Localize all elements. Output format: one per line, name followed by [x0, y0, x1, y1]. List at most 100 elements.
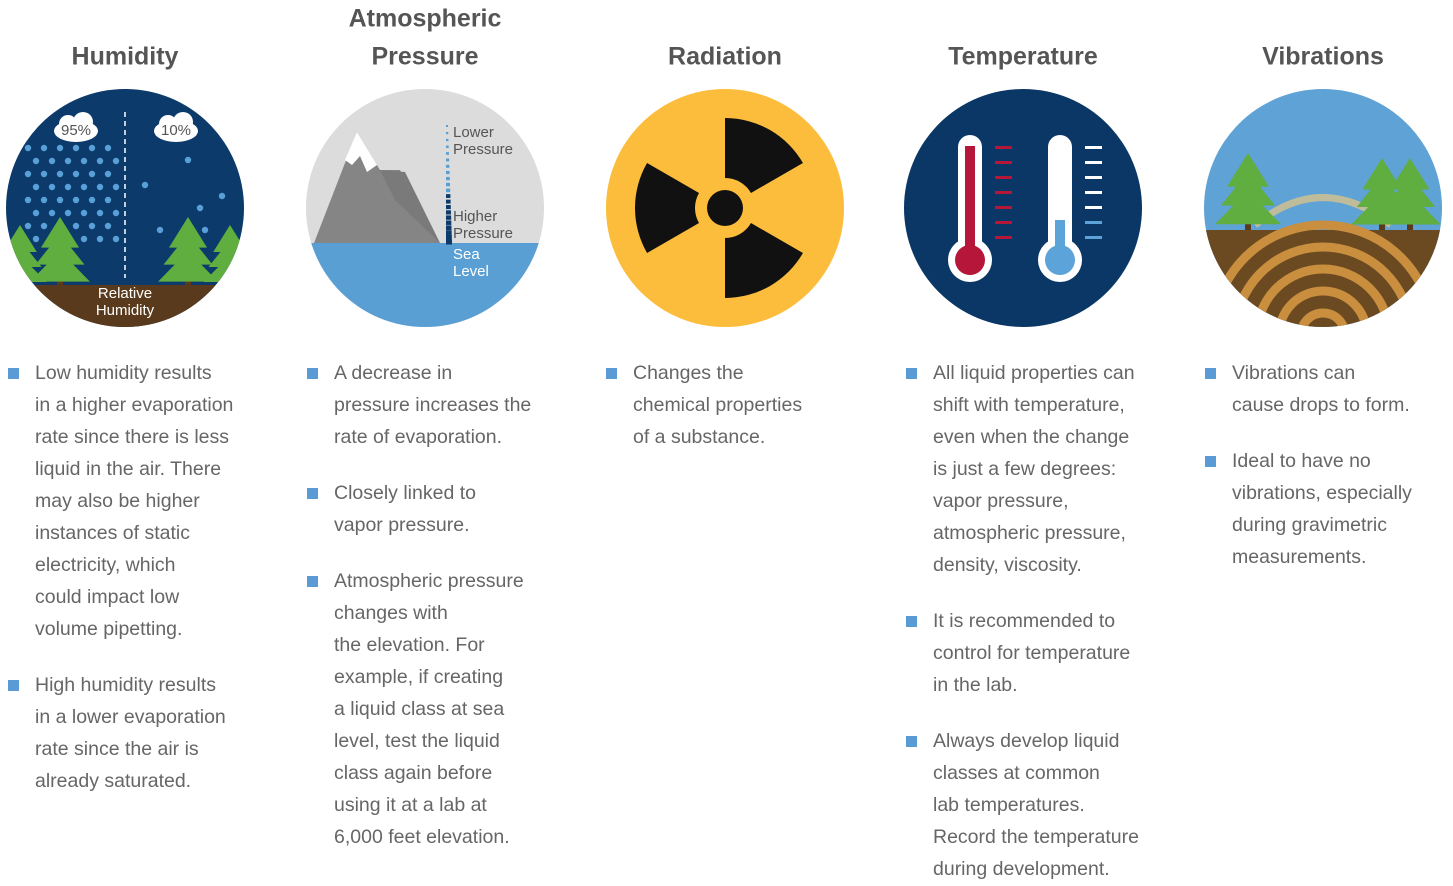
column-title: Humidity — [72, 43, 179, 71]
bullet-text: density, viscosity. — [933, 554, 1082, 576]
thermo-tick — [995, 191, 1012, 194]
water-drop — [65, 184, 71, 190]
water-drop — [49, 210, 55, 216]
bullet-text: level, test the liquid — [334, 730, 500, 752]
thermo-tick — [1085, 161, 1102, 164]
bullet-text: chemical properties — [633, 394, 802, 416]
scale-tick — [446, 225, 451, 230]
water-drop — [97, 158, 103, 164]
bullet-text: cause drops to form. — [1232, 394, 1410, 416]
water-drop — [197, 205, 203, 211]
scale-tick — [446, 125, 448, 127]
thermo-tick — [995, 176, 1012, 179]
water-drop — [202, 227, 208, 233]
bullet-text: a liquid class at sea — [334, 698, 504, 720]
bullet-text: in the lab. — [933, 674, 1018, 696]
bullet — [906, 368, 917, 379]
scale-tick — [446, 139, 448, 141]
scale-tick — [446, 235, 452, 240]
bullet-text: Atmospheric pressure — [334, 570, 524, 592]
bullet — [1205, 368, 1216, 379]
radiation-icon — [606, 89, 844, 327]
scale-tick — [446, 210, 451, 214]
thermo-tick — [995, 146, 1012, 149]
bullet-text: rate of evaporation. — [334, 426, 502, 448]
scale-tick — [446, 152, 449, 155]
water-drop — [49, 184, 55, 190]
water-drop — [219, 193, 225, 199]
water-drop — [25, 197, 31, 203]
bullet — [606, 368, 617, 379]
water-drop — [89, 145, 95, 151]
bullet-text: vapor pressure. — [334, 514, 469, 536]
scale-tick — [446, 165, 449, 168]
scale-tick — [446, 189, 450, 193]
water-drop — [65, 158, 71, 164]
water-drop — [33, 184, 39, 190]
bullet — [307, 488, 318, 499]
water-drop — [73, 171, 79, 177]
thermo-tick — [1085, 236, 1102, 239]
water-drop — [57, 197, 63, 203]
bullet — [307, 576, 318, 587]
column-title: Vibrations — [1262, 43, 1384, 71]
water-drop — [49, 158, 55, 164]
scale-tick — [446, 146, 449, 149]
thermo-tick — [1085, 191, 1102, 194]
tree-trunk — [227, 275, 233, 287]
water-drop — [105, 223, 111, 229]
pressure-icon — [300, 80, 560, 343]
thermo-tick — [995, 206, 1012, 209]
column-title: Pressure — [371, 43, 478, 71]
bullet-text: is just a few degrees: — [933, 458, 1116, 480]
bullet-text: of a substance. — [633, 426, 765, 448]
water-drop — [89, 197, 95, 203]
bullet-text: Vibrations can — [1232, 362, 1355, 384]
bullet-text: Low humidity results — [35, 362, 212, 384]
bullet-text: A decrease in — [334, 362, 452, 384]
water-drop — [157, 227, 163, 233]
scale-tick — [446, 194, 450, 198]
water-drop — [41, 223, 47, 229]
water-drop — [33, 210, 39, 216]
thermo-tick — [1085, 221, 1102, 224]
water-drop — [41, 197, 47, 203]
scale-tick — [446, 132, 448, 134]
bullet-text: changes with — [334, 602, 448, 624]
bullet-text: even when the change — [933, 426, 1129, 448]
sea-label: Level — [453, 263, 489, 280]
bullet — [8, 680, 19, 691]
bullet-text: measurements. — [1232, 546, 1366, 568]
infographic: 95% 10% Relative Humidity Lower Pressure… — [0, 0, 1453, 881]
ground-label: Humidity — [96, 302, 155, 319]
thermo-tick — [995, 161, 1012, 164]
bullet-text: pressure increases the — [334, 394, 531, 416]
thermo-tick — [1085, 176, 1102, 179]
bullet-text: Record the temperature — [933, 826, 1139, 848]
scale-tick — [446, 177, 450, 180]
scale-label: Pressure — [453, 225, 513, 242]
water-drop — [113, 210, 119, 216]
bullet-text: using it at a lab at — [334, 794, 487, 816]
water-drop — [33, 236, 39, 242]
water-drop — [81, 184, 87, 190]
water-drop — [97, 236, 103, 242]
scale-tick — [446, 159, 449, 162]
water-drop — [33, 158, 39, 164]
bullet — [8, 368, 19, 379]
scale-tick — [446, 183, 450, 187]
water-drop — [142, 182, 148, 188]
temperature-icon — [904, 89, 1142, 327]
cloud-label: 10% — [161, 122, 191, 139]
water-drop — [81, 210, 87, 216]
column-title: Temperature — [948, 43, 1098, 71]
bullet-text: classes at common — [933, 762, 1100, 784]
bullet-text: may also be higher — [35, 490, 200, 512]
water-drop — [97, 210, 103, 216]
water-drop — [73, 145, 79, 151]
bullet-text: could impact low — [35, 586, 180, 608]
bullet — [307, 368, 318, 379]
water-drop — [113, 184, 119, 190]
scale-tick — [446, 215, 451, 219]
bullet-text: Closely linked to — [334, 482, 476, 504]
